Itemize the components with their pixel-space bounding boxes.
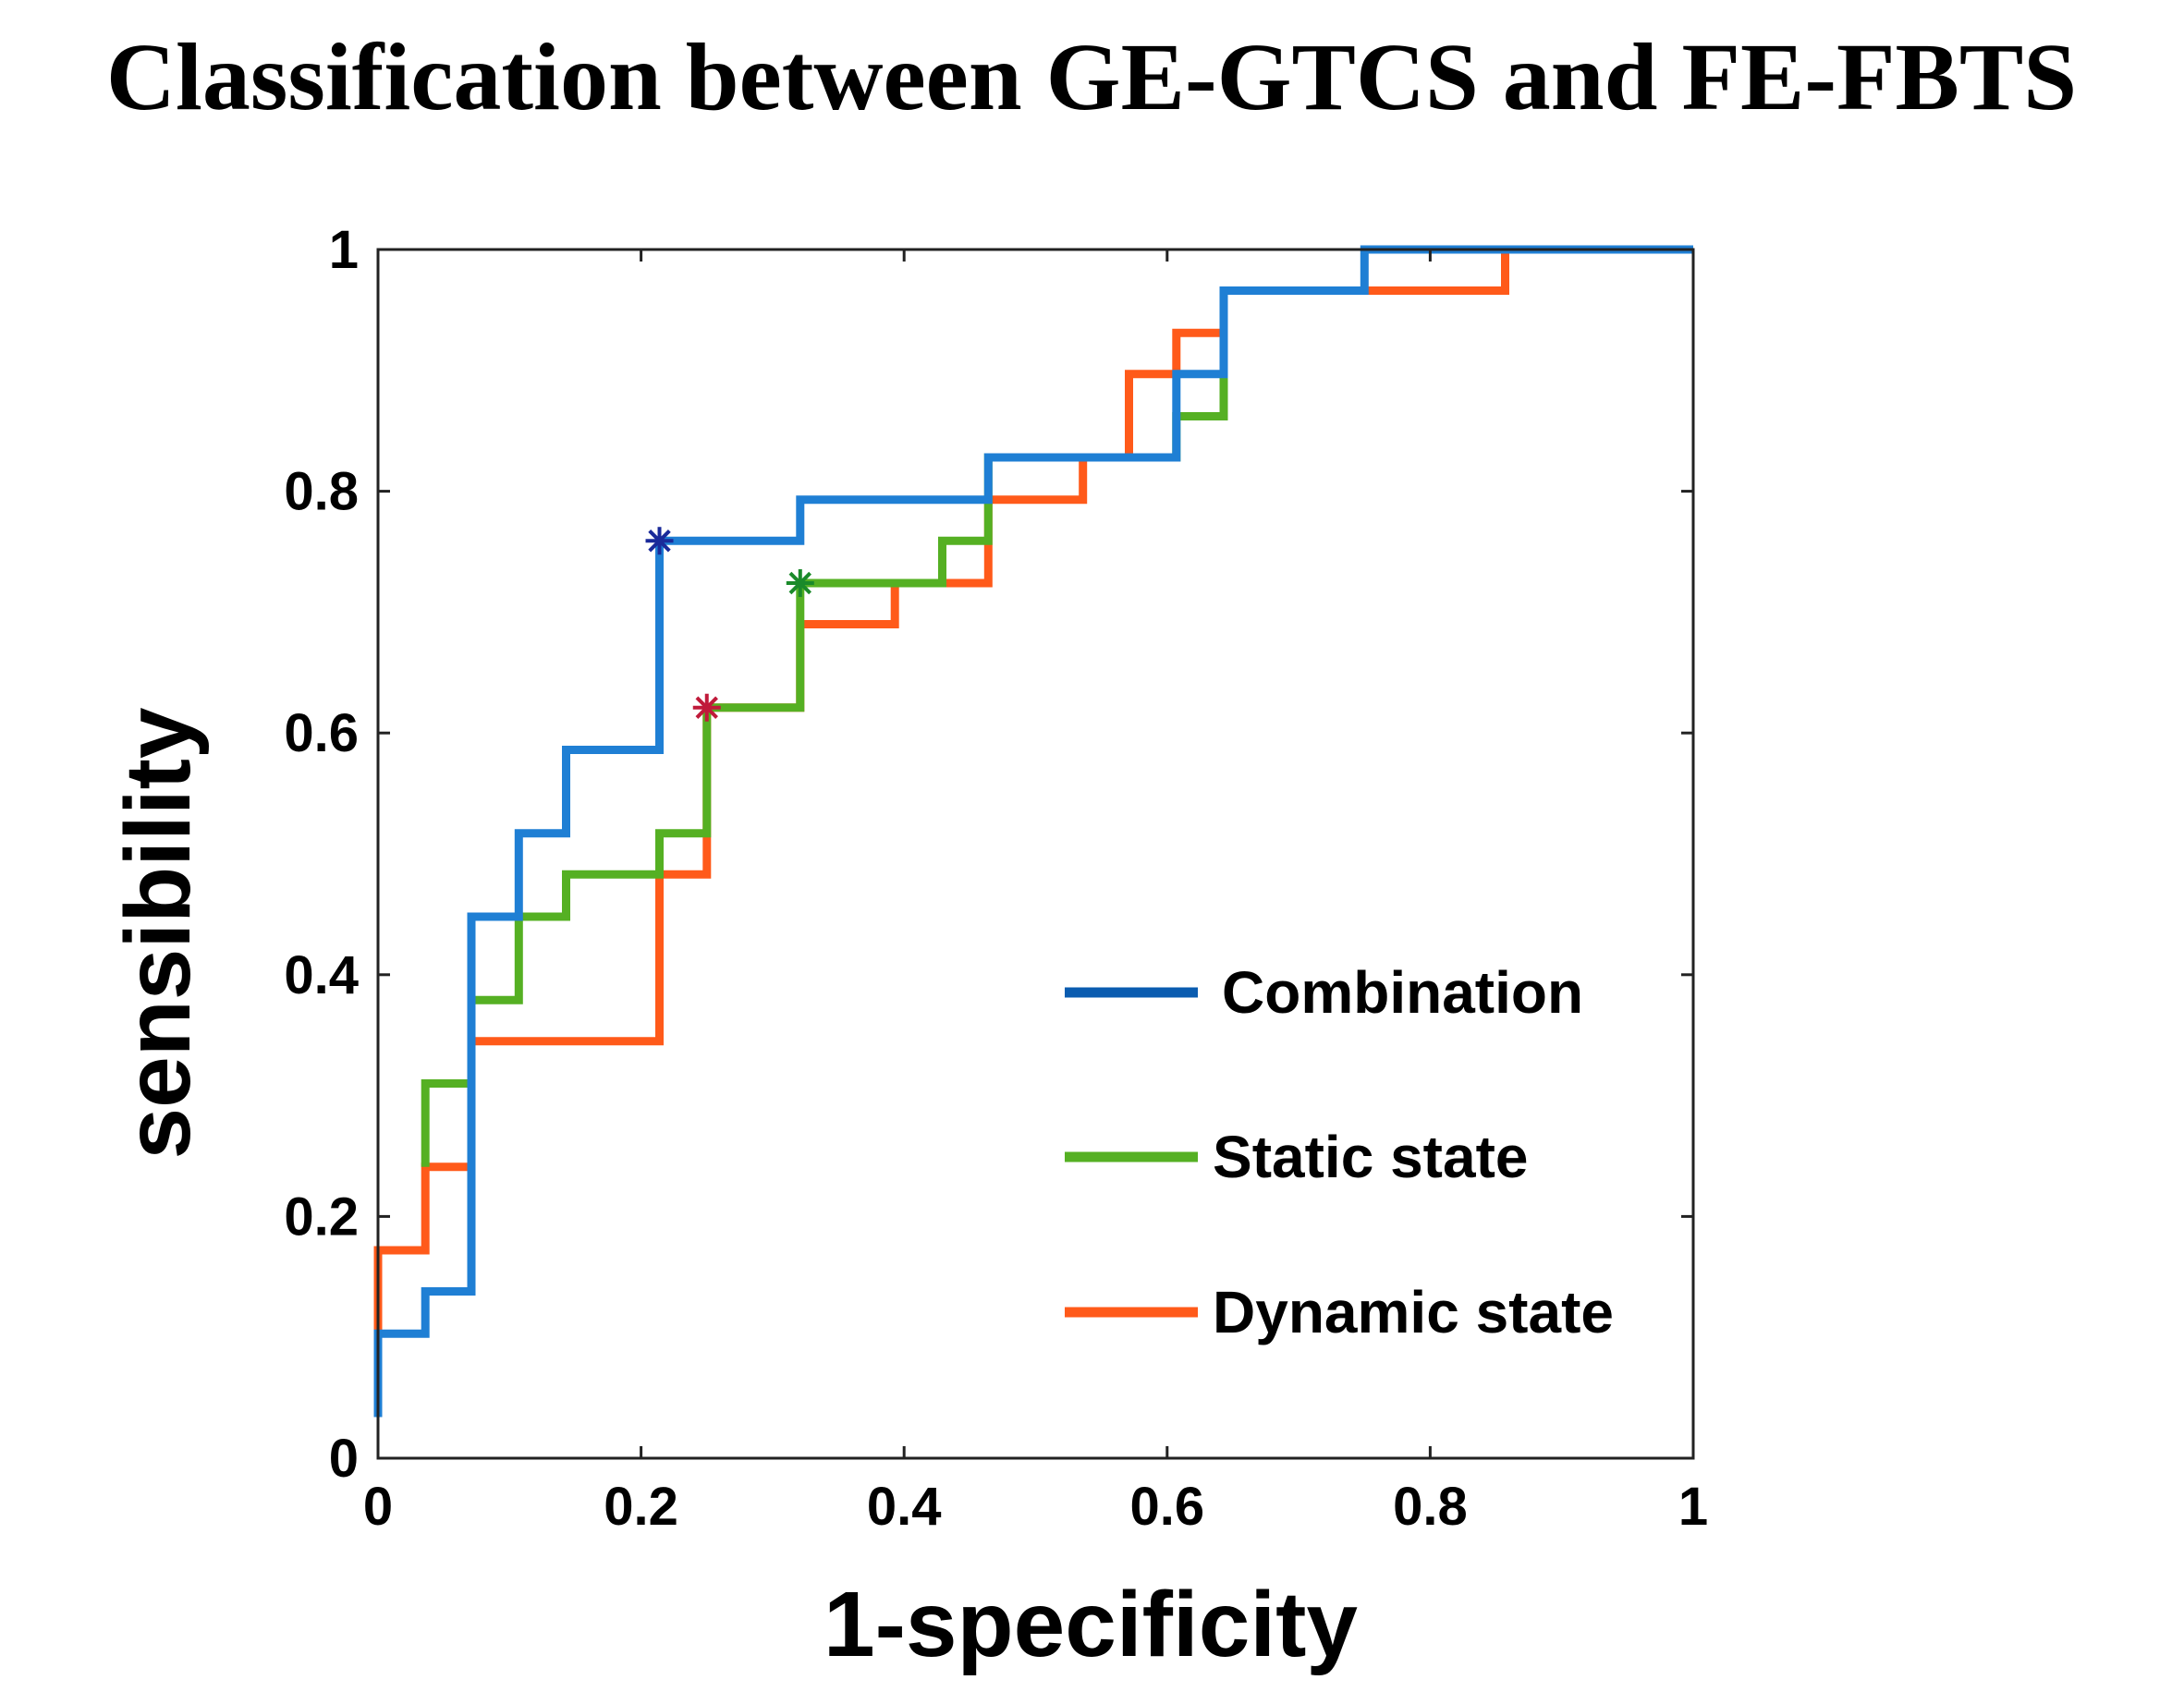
x-tick-label: 0.6 <box>1129 1477 1204 1537</box>
x-tick-label: 0.2 <box>604 1477 678 1537</box>
x-tick-label: 1 <box>1678 1477 1708 1537</box>
plot-frame <box>376 248 1695 1460</box>
y-tick-label: 0.8 <box>284 462 359 522</box>
operating-point-combination <box>645 527 674 555</box>
legend-label: Combination <box>1222 959 1583 1026</box>
chart-title: Classification between GE-GTCS and FE-FB… <box>106 24 2077 130</box>
legend-item-dynamic-state: Dynamic state <box>1065 1279 1614 1345</box>
legend-label: Static state <box>1213 1124 1528 1190</box>
legend-label: Dynamic state <box>1213 1279 1614 1345</box>
operating-point-dynamic-state <box>692 693 721 722</box>
legend-item-combination: Combination <box>1065 959 1583 1026</box>
operating-point-static-state <box>786 569 814 598</box>
legend-item-static-state: Static state <box>1065 1124 1528 1190</box>
x-axis-label: 1-specificity <box>824 1573 1358 1676</box>
x-tick-label: 0 <box>363 1477 393 1537</box>
operating-point-layer <box>645 527 814 722</box>
x-tick-label: 0.4 <box>867 1477 942 1537</box>
y-tick-label: 0.4 <box>284 945 359 1005</box>
y-axis-label: sensibility <box>106 707 210 1159</box>
y-tick-label: 0 <box>329 1429 359 1489</box>
y-tick-label: 0.6 <box>284 703 359 763</box>
y-tick-label: 0.2 <box>284 1187 359 1247</box>
legend: Combination Static state Dynamic state <box>1065 959 1614 1345</box>
tick-layer: 0 0.2 0.4 0.6 0.8 1 0 0.2 0.4 0.6 0.8 1 <box>284 220 1708 1537</box>
x-tick-label: 0.8 <box>1393 1477 1468 1537</box>
y-tick-label: 1 <box>329 220 359 280</box>
